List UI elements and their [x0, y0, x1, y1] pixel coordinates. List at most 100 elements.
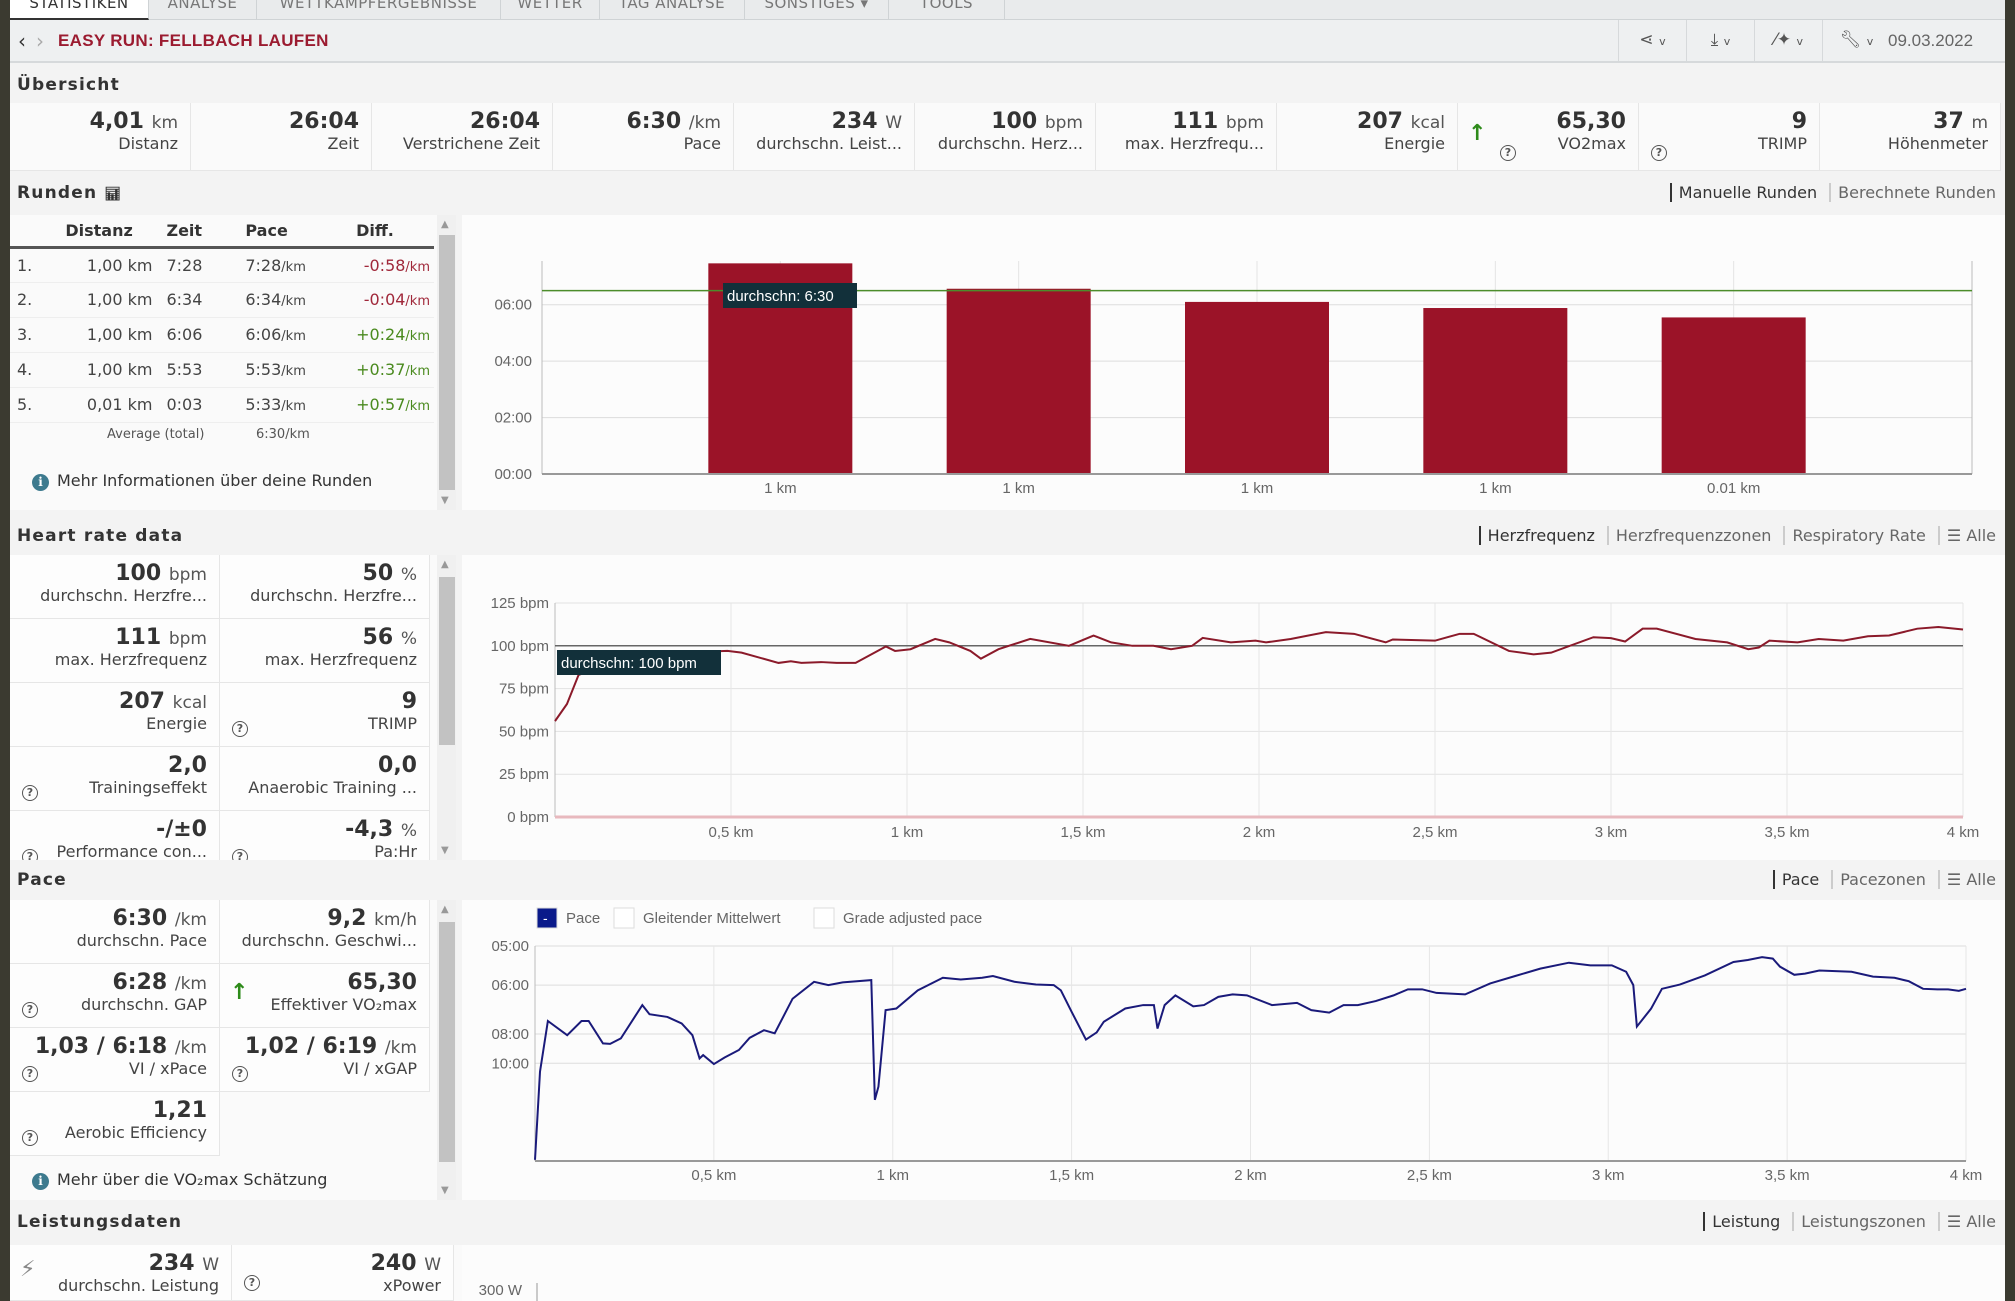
x-tick-label: 1 km: [876, 1167, 909, 1184]
tab-6[interactable]: TOOLS: [889, 0, 1005, 20]
legend-checkbox[interactable]: [613, 907, 635, 929]
toggle-pacezonen[interactable]: Pacezonen: [1831, 870, 1932, 889]
help-icon[interactable]: ?: [232, 1066, 248, 1082]
column-header[interactable]: Distanz: [57, 215, 167, 249]
legend-checkbox[interactable]: [536, 907, 558, 929]
table-row[interactable]: 2. 1,00 km 6:34 6:34/km -0:04/km: [10, 282, 434, 318]
power-view-toggle: Leistung Leistungszonen ☰ Alle: [1697, 1212, 2002, 1231]
help-icon[interactable]: ?: [22, 785, 38, 801]
stat-value-row: 26:04: [191, 109, 359, 134]
download-button[interactable]: ⤓ v: [1686, 20, 1754, 61]
stat-value-row: 56 %: [220, 625, 417, 650]
stat-value: 50: [362, 561, 394, 586]
heart-rate-scrollbar[interactable]: ▲ ▼: [437, 555, 456, 860]
toggle-manuellerunden[interactable]: Manuelle Runden: [1669, 183, 1824, 202]
lap-diff-unit: /km: [405, 364, 430, 379]
x-tick-label: 4 km: [1950, 1167, 1983, 1184]
table-row[interactable]: 4. 1,00 km 5:53 5:53/km +0:37/km: [10, 352, 434, 388]
y-tick-label: 05:00: [491, 938, 529, 955]
help-icon[interactable]: ?: [232, 849, 248, 860]
table-row[interactable]: 5. 0,01 km 0:03 5:33/km +0:57/km: [10, 387, 434, 423]
heart-rate-stats: 100 bpm durchschn. Herzfre... 50 % durchsch…: [10, 555, 437, 860]
lap-number: 1.: [10, 247, 58, 283]
overview-heading: Übersicht: [17, 75, 120, 95]
tab-4[interactable]: TAG ANALYSE: [600, 0, 745, 20]
magic-wand-button[interactable]: ⁄✦ v: [1754, 20, 1822, 61]
legend-label: Pace: [566, 910, 600, 927]
toggle-alle[interactable]: ☰ Alle: [1937, 526, 2002, 545]
toggle-herzfrequenz[interactable]: Herzfrequenz: [1478, 526, 1601, 545]
toggle-respiratoryrate[interactable]: Respiratory Rate: [1783, 526, 1932, 545]
laps-info-link[interactable]: i Mehr Informationen über deine Runden: [32, 471, 372, 491]
toggle-herzfrequenzzonen[interactable]: Herzfrequenzzonen: [1606, 526, 1778, 545]
toggle-leistung[interactable]: Leistung: [1703, 1212, 1787, 1231]
average-tooltip-text: durchschn: 6:30: [727, 288, 834, 305]
column-header[interactable]: Zeit: [166, 215, 246, 249]
next-activity-icon[interactable]: ›: [36, 29, 44, 53]
lap-bar[interactable]: [1661, 317, 1806, 474]
laps-scrollbar[interactable]: ▲ ▼: [437, 215, 456, 510]
stat-value: -/±0: [156, 817, 207, 842]
help-icon[interactable]: ?: [244, 1275, 260, 1291]
stat-value: 9,2: [327, 906, 367, 931]
previous-activity-icon[interactable]: ‹: [18, 29, 26, 53]
help-icon[interactable]: ?: [22, 1130, 38, 1146]
lap-diff-unit: /km: [405, 259, 430, 275]
stat-value: 37: [1933, 109, 1964, 134]
table-row[interactable]: 3. 1,00 km 6:06 6:06/km +0:24/km: [10, 317, 434, 353]
lap-pace: 6:06/km: [245, 317, 357, 353]
average-label: Average (total): [107, 427, 205, 442]
help-icon[interactable]: ?: [1651, 145, 1667, 161]
heart-rate-series[interactable]: [554, 625, 1964, 722]
tab-2[interactable]: WETTKAMPFERGEBNISSE: [257, 0, 501, 20]
tab-0[interactable]: STATISTIKEN: [10, 0, 149, 20]
lap-diff: +0:57/km: [356, 387, 434, 423]
pace-view-toggle: Pace Pacezonen ☰ Alle: [1767, 870, 2002, 889]
toggle-alle[interactable]: ☰ Alle: [1937, 870, 2002, 889]
vo2max-info-link[interactable]: i Mehr über die VO₂max Schätzung: [32, 1170, 327, 1190]
lap-diff-value: -0:04: [363, 290, 406, 309]
tab-5[interactable]: SONSTIGES ▾: [745, 0, 889, 20]
stat-value-row: 1,02 / 6:19 /km: [220, 1034, 417, 1059]
table-row[interactable]: 1. 1,00 km 7:28 7:28/km -0:58/km: [10, 247, 434, 283]
pace-scrollbar[interactable]: ▲ ▼: [437, 900, 456, 1200]
heart-rate-heading: Heart rate data: [17, 526, 184, 546]
column-header[interactable]: Diff.: [356, 215, 434, 249]
stat-value-row: 65,30: [1458, 109, 1626, 134]
heart-rate-chart-panel: 0 bpm 25 bpm 50 bpm 75 bpm 100 bpm 125 bpm 0,5…: [462, 555, 2005, 860]
lap-bar[interactable]: [1185, 301, 1329, 474]
toggle-leistungszonen[interactable]: Leistungszonen: [1792, 1212, 1932, 1231]
y-tick-label: 08:00: [491, 1026, 529, 1043]
bar-chart-icon[interactable]: 📊︎: [104, 187, 123, 202]
stat-value: 6:30: [112, 906, 168, 931]
stat-value-row: 4,01 km: [10, 109, 178, 134]
lap-bar[interactable]: [946, 288, 1091, 474]
stat-cell: 0,0 Anaerobic Training ...: [220, 747, 430, 811]
stat-value: 6:28: [112, 970, 168, 995]
lap-bar[interactable]: [1423, 308, 1568, 474]
help-icon[interactable]: ?: [22, 1002, 38, 1018]
toggle-pace[interactable]: Pace: [1772, 870, 1826, 889]
help-icon[interactable]: ?: [22, 849, 38, 860]
column-header[interactable]: Pace: [245, 215, 357, 249]
help-icon[interactable]: ?: [22, 1066, 38, 1082]
pace-series[interactable]: [534, 956, 1967, 1160]
share-button[interactable]: ⋖ v: [1618, 20, 1686, 61]
x-tick-label: 0,5 km: [708, 824, 753, 841]
stat-value: 207: [1357, 109, 1403, 134]
toggle-berechneterunden[interactable]: Berechnete Runden: [1829, 183, 2002, 202]
laps-view-toggle: Manuelle Runden Berechnete Runden: [1664, 183, 2002, 202]
tools-button[interactable]: 🔧︎ v: [1822, 20, 1890, 61]
lap-pace-unit: /km: [281, 399, 306, 414]
toggle-alle[interactable]: ☰ Alle: [1937, 1212, 2002, 1231]
help-icon[interactable]: ?: [1500, 145, 1516, 161]
info-icon: i: [32, 474, 49, 491]
help-icon[interactable]: ?: [232, 721, 248, 737]
legend-minus-icon: -: [543, 910, 548, 926]
tab-3[interactable]: WETTER: [501, 0, 600, 20]
stat-cell: 1,03 / 6:18 /km VI / xPace?: [10, 1028, 220, 1092]
column-header[interactable]: [10, 215, 58, 249]
stat-cell: 65,30 Effektiver VO₂max ↑: [220, 964, 430, 1028]
legend-checkbox[interactable]: [813, 907, 835, 929]
tab-1[interactable]: ANALYSE: [149, 0, 257, 20]
